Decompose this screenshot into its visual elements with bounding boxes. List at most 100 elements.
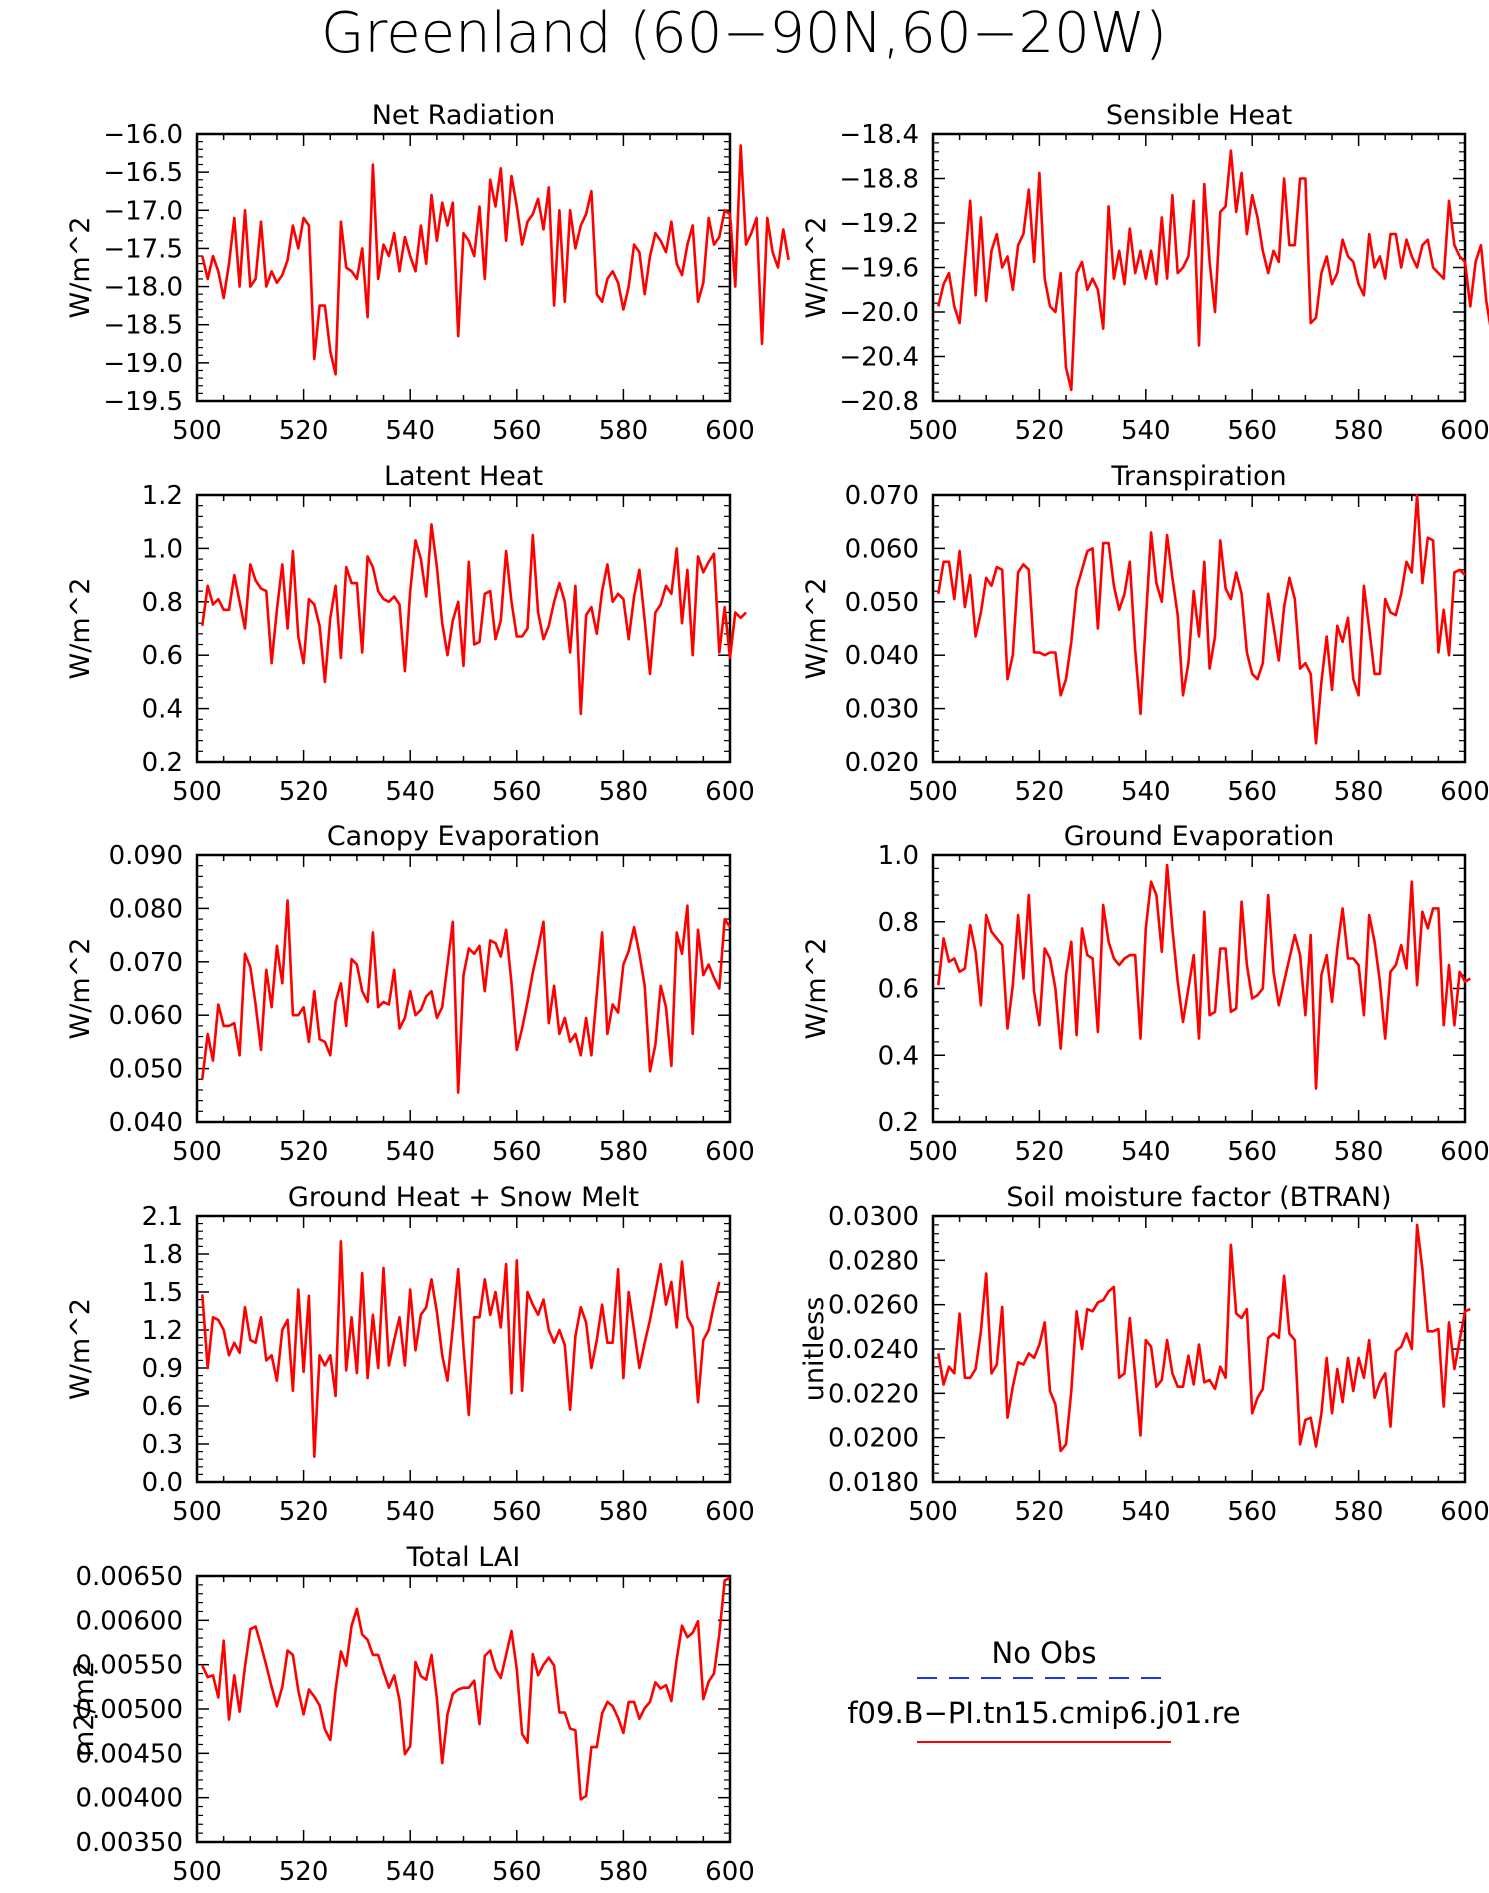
y-tick-label: 0.2	[142, 748, 183, 778]
y-tick-label: 0.4	[878, 1041, 919, 1071]
x-tick-label: 580	[1334, 1497, 1384, 1527]
y-tick-label: 0.0260	[828, 1291, 919, 1321]
x-tick-label: 580	[599, 1497, 649, 1527]
panel-title: Ground Heat + Snow Melt	[288, 1182, 639, 1213]
y-tick-label: 1.2	[142, 1316, 183, 1346]
panel-canopy-evaporation: 500 520 540 560 580 600 0.040 0.050 0.060 0.070 0.…	[65, 821, 755, 1167]
y-tick-label: 0.030	[845, 695, 919, 725]
legend-label-model-run: f09.B−PI.tn15.cmip6.j01.re	[847, 1696, 1240, 1730]
x-tick-label: 520	[279, 777, 329, 807]
y-tick-label: −18.5	[103, 311, 183, 341]
y-tick-label: −19.0	[103, 349, 183, 379]
x-tick-label: 560	[492, 1857, 542, 1887]
panel-title: Transpiration	[1110, 461, 1286, 492]
y-tick-label: 0.070	[845, 481, 919, 511]
y-tick-label: 0.0220	[828, 1379, 919, 1409]
y-tick-label: 1.0	[142, 534, 183, 564]
x-tick-label: 500	[908, 777, 958, 807]
y-axis-label: W/m^2	[801, 217, 832, 319]
series-line	[937, 1223, 1471, 1453]
y-tick-label: −19.2	[839, 209, 919, 239]
series-line	[201, 1576, 731, 1801]
x-tick-label: 600	[705, 777, 755, 807]
y-tick-label: 0.050	[845, 588, 919, 618]
x-tick-label: 520	[1015, 1137, 1065, 1167]
x-tick-label: 500	[172, 1497, 222, 1527]
y-tick-label: 0.040	[109, 1108, 183, 1138]
panel-title: Canopy Evaporation	[327, 821, 600, 852]
panel-ground-evaporation: 500 520 540 560 580 600 0.2 0.4 0.6 0.8 1.0 Ground …	[801, 821, 1489, 1167]
y-axis-label: W/m^2	[65, 217, 96, 319]
y-tick-label: 0.070	[109, 948, 183, 978]
y-axis-label: W/m^2	[65, 578, 96, 680]
plot-frame	[931, 132, 1467, 403]
y-tick-label: 0.060	[109, 1001, 183, 1031]
x-tick-label: 500	[908, 1497, 958, 1527]
y-tick-label: 0.00550	[75, 1651, 183, 1681]
y-tick-label: 0.00500	[75, 1695, 183, 1725]
x-tick-label: 560	[492, 777, 542, 807]
y-axis-label: m2/m2	[69, 1661, 100, 1757]
panel-title: Latent Heat	[384, 461, 543, 492]
x-tick-label: 560	[1227, 777, 1277, 807]
x-tick-label: 500	[908, 1137, 958, 1167]
y-tick-label: 0.040	[845, 641, 919, 671]
y-tick-label: 0.8	[142, 588, 183, 618]
y-axis-label: W/m^2	[801, 938, 832, 1040]
x-tick-label: 600	[705, 1137, 755, 1167]
x-tick-label: 580	[599, 416, 649, 446]
y-tick-label: 0.8	[878, 908, 919, 938]
y-tick-label: 0.080	[109, 894, 183, 924]
y-tick-label: 0.0180	[828, 1468, 919, 1498]
y-tick-label: 0.6	[142, 1392, 183, 1422]
x-tick-label: 580	[599, 1137, 649, 1167]
y-tick-label: 0.4	[142, 695, 183, 725]
x-tick-label: 600	[705, 416, 755, 446]
y-tick-label: 1.5	[142, 1278, 183, 1308]
y-tick-label: 0.0300	[828, 1202, 919, 1232]
y-tick-label: −19.5	[103, 387, 183, 417]
x-tick-label: 520	[279, 1497, 329, 1527]
x-tick-label: 500	[172, 416, 222, 446]
y-tick-label: 2.1	[142, 1202, 183, 1232]
panel-title: Total LAI	[406, 1542, 521, 1573]
x-tick-label: 600	[1440, 1497, 1489, 1527]
x-tick-label: 560	[492, 1137, 542, 1167]
x-tick-label: 540	[385, 1137, 435, 1167]
y-tick-label: 0.9	[142, 1354, 183, 1384]
y-tick-label: 1.8	[142, 1240, 183, 1270]
y-tick-label: −18.0	[103, 273, 183, 303]
panel-title: Soil moisture factor (BTRAN)	[1006, 1182, 1391, 1213]
y-tick-label: 0.0240	[828, 1335, 919, 1365]
y-axis-label: W/m^2	[65, 938, 96, 1040]
x-tick-label: 560	[492, 1497, 542, 1527]
x-tick-label: 580	[1334, 1137, 1384, 1167]
y-tick-label: 0.0200	[828, 1424, 919, 1454]
plot-frame	[195, 1574, 732, 1844]
y-tick-label: −16.5	[103, 158, 183, 188]
series-line	[937, 493, 1466, 745]
x-tick-label: 560	[1227, 1137, 1277, 1167]
panel-total-lai: 500 520 540 560 580 600 0.00350 0.00400 0.00450 0…	[69, 1542, 755, 1887]
y-tick-label: 0.0	[142, 1468, 183, 1498]
x-tick-label: 540	[385, 777, 435, 807]
y-tick-label: 0.2	[878, 1108, 919, 1138]
series-line	[201, 899, 732, 1094]
x-tick-label: 600	[705, 1857, 755, 1887]
x-tick-label: 580	[1334, 416, 1384, 446]
x-tick-label: 540	[1121, 416, 1171, 446]
y-axis-label: unitless	[799, 1297, 830, 1402]
panel-latent-heat: 500 520 540 560 580 600 0.2 0.4 0.6 0.8 1.0 1.2 Late…	[65, 461, 755, 807]
plot-frame	[195, 132, 732, 403]
x-tick-label: 540	[1121, 777, 1171, 807]
y-tick-label: −17.0	[103, 196, 183, 226]
y-tick-label: 0.00450	[75, 1739, 183, 1769]
y-tick-label: 0.6	[878, 975, 919, 1005]
y-tick-label: −20.4	[839, 343, 919, 373]
y-tick-label: −19.6	[839, 254, 919, 284]
y-tick-label: −16.0	[103, 120, 183, 150]
x-tick-label: 600	[1440, 1137, 1489, 1167]
x-tick-label: 500	[172, 1137, 222, 1167]
y-tick-label: 0.050	[109, 1055, 183, 1085]
